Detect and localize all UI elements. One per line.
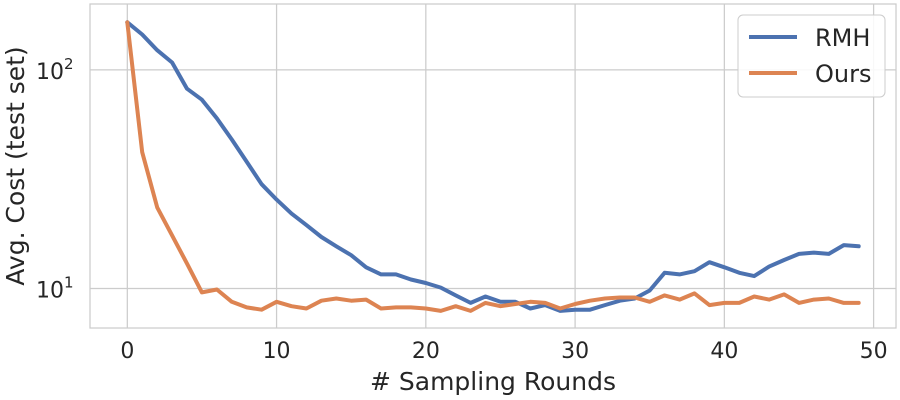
y-tick-label: 102 bbox=[36, 55, 74, 85]
series-line-rmh bbox=[125, 20, 861, 313]
x-tick-label: 10 bbox=[263, 339, 291, 364]
x-tick-label: 50 bbox=[860, 339, 888, 364]
x-tick-labels: 0 10 20 30 40 50 bbox=[120, 339, 887, 364]
legend-label-rmh: RMH bbox=[815, 24, 870, 52]
x-axis-label: # Sampling Rounds bbox=[370, 367, 616, 396]
x-tick-label: 30 bbox=[561, 339, 589, 364]
y-tick-label: 101 bbox=[36, 274, 74, 304]
x-tick-label: 20 bbox=[412, 339, 440, 364]
series-lines bbox=[125, 20, 861, 313]
plot-frame bbox=[89, 3, 897, 329]
legend: RMH Ours bbox=[737, 14, 886, 98]
y-tick-labels: 101 102 bbox=[36, 55, 74, 304]
x-tick-label: 40 bbox=[710, 339, 738, 364]
legend-label-ours: Ours bbox=[815, 60, 871, 88]
y-axis-label: Avg. Cost (test set) bbox=[1, 46, 30, 285]
x-tick-label: 0 bbox=[120, 339, 134, 364]
series-line-ours bbox=[125, 20, 861, 313]
